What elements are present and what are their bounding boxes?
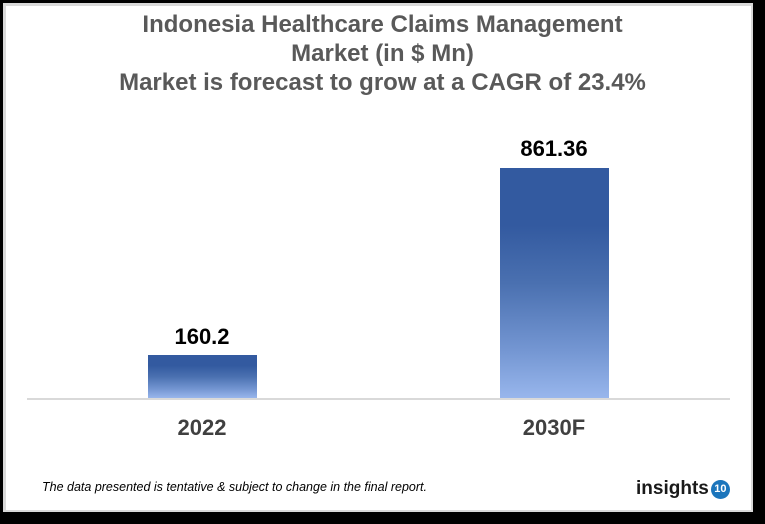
chart-panel (6, 6, 751, 510)
category-label-2022: 2022 (177, 415, 227, 440)
bar-value-2030f: 861.36 (520, 136, 588, 161)
bar-2030f (500, 168, 609, 398)
chart-title: Indonesia Healthcare Claims Management M… (0, 10, 765, 97)
category-label-2030f: 2030F (522, 415, 586, 440)
bar-2022 (148, 355, 257, 398)
logo-badge-icon: 10 (710, 479, 730, 499)
x-axis-line (27, 398, 730, 400)
title-line-1: Indonesia Healthcare Claims Management (142, 11, 623, 38)
disclaimer-footnote: The data presented is tentative & subjec… (42, 480, 427, 494)
insights10-logo: insights 10 (636, 478, 730, 500)
logo-text: insights (636, 478, 709, 499)
bar-value-2022: 160.2 (174, 324, 230, 349)
title-line-3: Market is forecast to grow at a CAGR of … (119, 69, 646, 96)
title-line-2: Market (in $ Mn) (291, 40, 474, 67)
